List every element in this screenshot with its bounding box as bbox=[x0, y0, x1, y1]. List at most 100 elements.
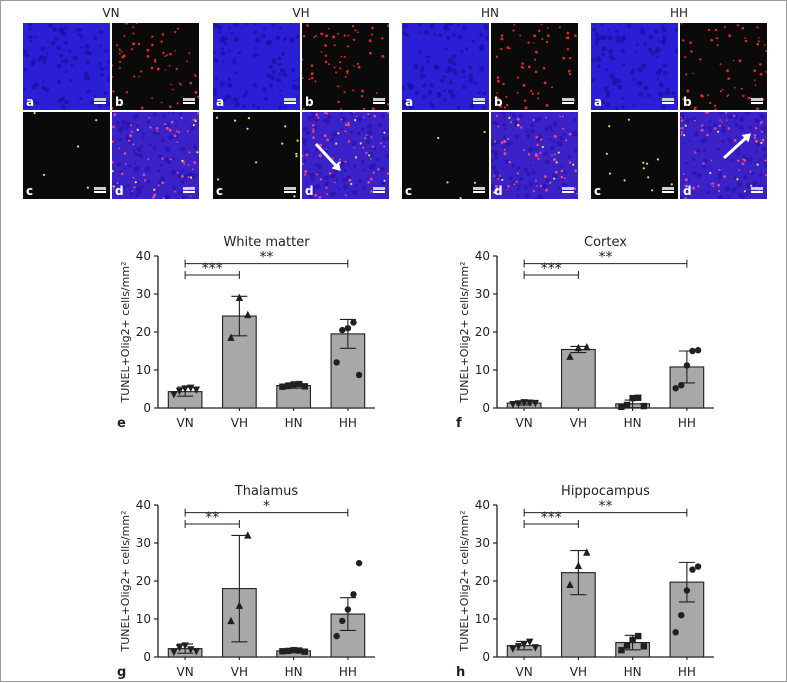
y-tick-label: 30 bbox=[136, 536, 151, 550]
nucleus-dot bbox=[161, 138, 166, 143]
panel-letter: c bbox=[405, 184, 413, 198]
tunel-dot bbox=[116, 182, 119, 185]
tunel-dot bbox=[302, 154, 304, 157]
nucleus-dot bbox=[23, 49, 27, 53]
nucleus-dot bbox=[445, 68, 450, 73]
nucleus-dot bbox=[23, 68, 28, 72]
tunel-dot bbox=[503, 148, 506, 151]
nucleus-dot bbox=[436, 91, 440, 95]
nucleus-dot bbox=[549, 128, 554, 133]
nucleus-dot bbox=[643, 85, 649, 91]
nucleus-dot bbox=[514, 134, 520, 139]
tunel-dot bbox=[154, 60, 157, 63]
nucleus-dot bbox=[324, 181, 329, 187]
tunel-dot bbox=[699, 58, 702, 61]
nucleus-dot bbox=[93, 36, 97, 41]
data-point bbox=[284, 382, 292, 390]
nucleus-dot bbox=[103, 90, 108, 95]
nucleus-dot bbox=[444, 47, 449, 51]
nucleus-dot bbox=[550, 145, 555, 151]
nucleus-dot bbox=[116, 124, 120, 128]
nucleus-dot bbox=[349, 112, 354, 116]
tunel-dot bbox=[320, 32, 324, 36]
olig2-dot bbox=[284, 125, 287, 128]
arrowhead-icon bbox=[741, 133, 751, 143]
micrograph-image bbox=[402, 23, 489, 110]
tunel-dot bbox=[564, 177, 566, 180]
nucleus-dot bbox=[93, 95, 97, 98]
y-tick-label: 0 bbox=[482, 650, 490, 664]
tunel-dot bbox=[527, 65, 531, 69]
tunel-dot bbox=[369, 51, 372, 55]
nucleus-dot bbox=[512, 163, 516, 168]
nucleus-dot bbox=[482, 91, 487, 96]
tunel-dot bbox=[168, 64, 171, 67]
tunel-dot bbox=[692, 186, 695, 190]
tunel-dot bbox=[554, 170, 558, 174]
tunel-dot bbox=[753, 69, 757, 72]
tunel-dot bbox=[716, 44, 719, 47]
tunel-dot bbox=[113, 188, 115, 190]
nucleus-dot bbox=[284, 37, 288, 41]
nucleus-dot bbox=[340, 116, 347, 122]
nucleus-dot bbox=[269, 83, 273, 87]
nucleus-dot bbox=[303, 149, 309, 155]
nucleus-dot bbox=[231, 101, 234, 104]
olig2-dot bbox=[642, 161, 645, 164]
tunel-dot bbox=[325, 186, 328, 190]
tunel-dot bbox=[506, 104, 509, 107]
nucleus-dot bbox=[86, 89, 91, 94]
tunel-dot bbox=[371, 26, 374, 30]
tunel-dot bbox=[174, 30, 177, 34]
y-tick-label: 40 bbox=[136, 498, 151, 512]
nucleus-dot bbox=[415, 90, 420, 95]
tunel-dot bbox=[754, 84, 757, 86]
nucleus-dot bbox=[557, 187, 561, 190]
tunel-dot bbox=[370, 190, 373, 193]
tunel-dot bbox=[532, 190, 535, 193]
nucleus-dot bbox=[309, 172, 316, 178]
tunel-dot bbox=[314, 35, 317, 37]
nucleus-dot bbox=[329, 191, 335, 198]
scale-bar-label bbox=[183, 187, 195, 190]
nucleus-dot bbox=[457, 34, 463, 40]
nucleus-dot bbox=[357, 178, 363, 184]
nucleus-dot bbox=[60, 104, 66, 110]
nucleus-dot bbox=[649, 49, 653, 52]
nucleus-dot bbox=[479, 66, 485, 72]
tunel-dot bbox=[331, 157, 334, 160]
nucleus-dot bbox=[427, 89, 433, 95]
tunel-dot bbox=[189, 81, 193, 85]
nucleus-dot bbox=[278, 89, 282, 92]
chart-cortex: Cortex TUNEL+Olig2+ cells/mm² 0 10 20 30 40 VN V… bbox=[456, 235, 714, 431]
olig2-dot bbox=[368, 154, 371, 157]
micrograph-tile: a bbox=[213, 23, 300, 110]
nucleus-dot bbox=[523, 167, 529, 173]
tunel-dot bbox=[510, 121, 513, 124]
tunel-dot bbox=[338, 158, 341, 161]
tunel-dot bbox=[562, 127, 565, 130]
nucleus-dot bbox=[738, 192, 744, 198]
nucleus-dot bbox=[632, 104, 635, 107]
nucleus-dot bbox=[662, 39, 666, 44]
nucleus-dot bbox=[764, 164, 767, 168]
nucleus-dot bbox=[63, 58, 69, 64]
nucleus-dot bbox=[720, 197, 724, 199]
nucleus-dot bbox=[181, 146, 186, 151]
data-point bbox=[301, 383, 309, 390]
olig2-dot bbox=[541, 145, 544, 149]
nucleus-dot bbox=[505, 142, 511, 147]
nucleus-dot bbox=[213, 93, 217, 98]
tunel-dot bbox=[324, 60, 328, 64]
tunel-dot bbox=[371, 33, 374, 36]
nucleus-dot bbox=[721, 129, 726, 134]
tunel-dot bbox=[520, 126, 523, 129]
tunel-dot bbox=[534, 58, 537, 61]
tunel-dot bbox=[372, 171, 375, 174]
nucleus-dot bbox=[519, 177, 524, 181]
olig2-dot bbox=[760, 141, 763, 145]
nucleus-dot bbox=[419, 73, 426, 79]
micrograph-image bbox=[491, 112, 578, 199]
nucleus-dot bbox=[684, 142, 687, 146]
significance-label: *** bbox=[202, 261, 223, 277]
